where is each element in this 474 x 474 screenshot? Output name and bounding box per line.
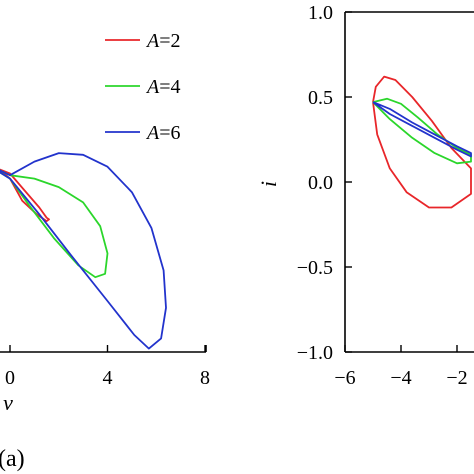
y-tick-label-b-3: 0.5 — [308, 87, 333, 109]
legend-label-a4: A=4 — [145, 76, 181, 98]
x-tick-label-a-0: 0 — [5, 367, 15, 389]
y-ticks-b: −1.0 −0.5 0.0 0.5 1.0 — [297, 2, 352, 364]
x-tick-label-b-1: −4 — [390, 367, 411, 389]
legend-item-a2: A=2 — [105, 30, 181, 52]
series-line-b-a6 — [372, 101, 472, 158]
x-ticks-b: −6 −4 −2 — [334, 345, 468, 389]
plot-area-a — [0, 152, 167, 350]
y-tick-label-b-1: −0.5 — [297, 257, 333, 279]
legend-label-a6: A=6 — [145, 122, 181, 144]
legend-label-a2: A=2 — [145, 30, 181, 52]
panel-a: 0 4 8 v (a) A=2 A=4 A=6 — [0, 30, 210, 472]
legend-item-a6: A=6 — [105, 122, 181, 144]
x-tick-label-a-2: 8 — [200, 367, 210, 389]
legend: A=2 A=4 A=6 — [105, 30, 181, 144]
series-line-b-a2 — [372, 75, 472, 209]
plot-area-b — [372, 75, 472, 209]
series-line-a-a6 — [0, 152, 167, 350]
panel-label-a: (a) — [0, 446, 25, 472]
y-axis-label-b: i — [256, 181, 281, 187]
x-ticks-a: 0 4 8 — [5, 345, 210, 389]
series-line-a-a4 — [0, 169, 109, 279]
x-tick-label-a-1: 4 — [103, 367, 113, 389]
x-tick-label-b-2: −2 — [446, 367, 467, 389]
y-tick-label-b-4: 1.0 — [308, 2, 333, 24]
panel-b: −1.0 −0.5 0.0 0.5 1.0 −6 −4 −2 i — [256, 2, 474, 389]
x-tick-label-b-0: −6 — [334, 367, 355, 389]
x-axis-label-a: v — [3, 390, 13, 415]
y-tick-label-b-0: −1.0 — [297, 342, 333, 364]
y-tick-label-b-2: 0.0 — [308, 172, 333, 194]
legend-item-a4: A=4 — [105, 76, 181, 98]
